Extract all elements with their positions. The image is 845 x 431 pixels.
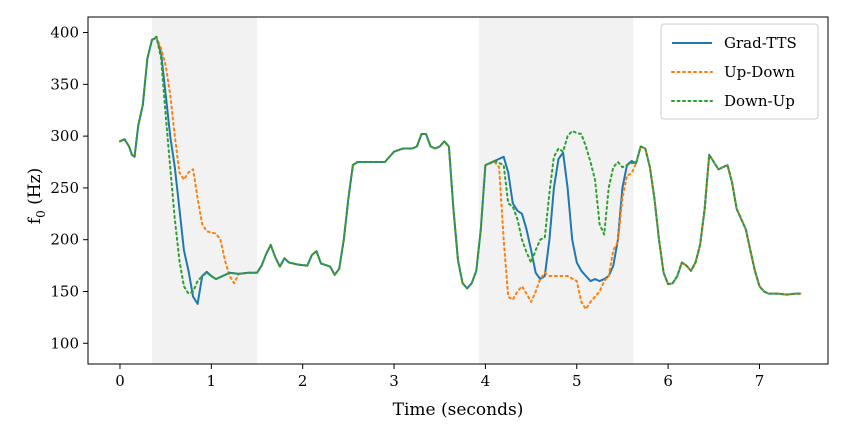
shaded-regions [151, 17, 634, 364]
x-tick-label-3: 3 [389, 372, 399, 390]
y-axis-label-subscript: 0 [34, 210, 48, 218]
x-tick-label-4: 4 [481, 372, 491, 390]
x-axis-label: Time (seconds) [393, 400, 524, 420]
y-tick-label-300: 300 [50, 127, 79, 145]
series-line-down-up [119, 35, 802, 296]
legend-label-up-down: Up-Down [724, 63, 795, 81]
y-axis-label: f0 (Hz) [25, 168, 48, 224]
x-tick-label-5: 5 [572, 372, 582, 390]
x-tick-label-0: 0 [115, 372, 125, 390]
shaded-region-2 [479, 17, 634, 364]
x-tick-label-6: 6 [663, 372, 673, 390]
y-tick-label-150: 150 [50, 282, 79, 300]
y-tick-label-350: 350 [50, 75, 79, 93]
legend-label-grad-tts: Grad-TTS [724, 34, 797, 52]
x-axis-ticks: 0 1 2 3 4 5 6 7 [115, 364, 764, 390]
x-tick-label-2: 2 [298, 372, 308, 390]
x-tick-label-7: 7 [755, 372, 765, 390]
legend-label-down-up: Down-Up [724, 92, 795, 110]
y-tick-label-200: 200 [50, 231, 79, 249]
y-tick-label-250: 250 [50, 179, 79, 197]
legend-box [660, 23, 819, 120]
y-axis-label-unit: (Hz) [25, 168, 45, 210]
x-tick-label-1: 1 [207, 372, 217, 390]
y-tick-label-400: 400 [50, 24, 79, 42]
legend: Grad-TTS Up-Down Down-Up [660, 23, 819, 120]
plot-frame [87, 16, 829, 365]
shaded-region-1 [151, 17, 258, 364]
y-axis-label-main: f [25, 216, 45, 224]
y-tick-label-100: 100 [50, 334, 79, 352]
y-axis-ticks: 100 150 200 250 300 350 400 [50, 24, 88, 352]
series-lines [119, 35, 802, 311]
